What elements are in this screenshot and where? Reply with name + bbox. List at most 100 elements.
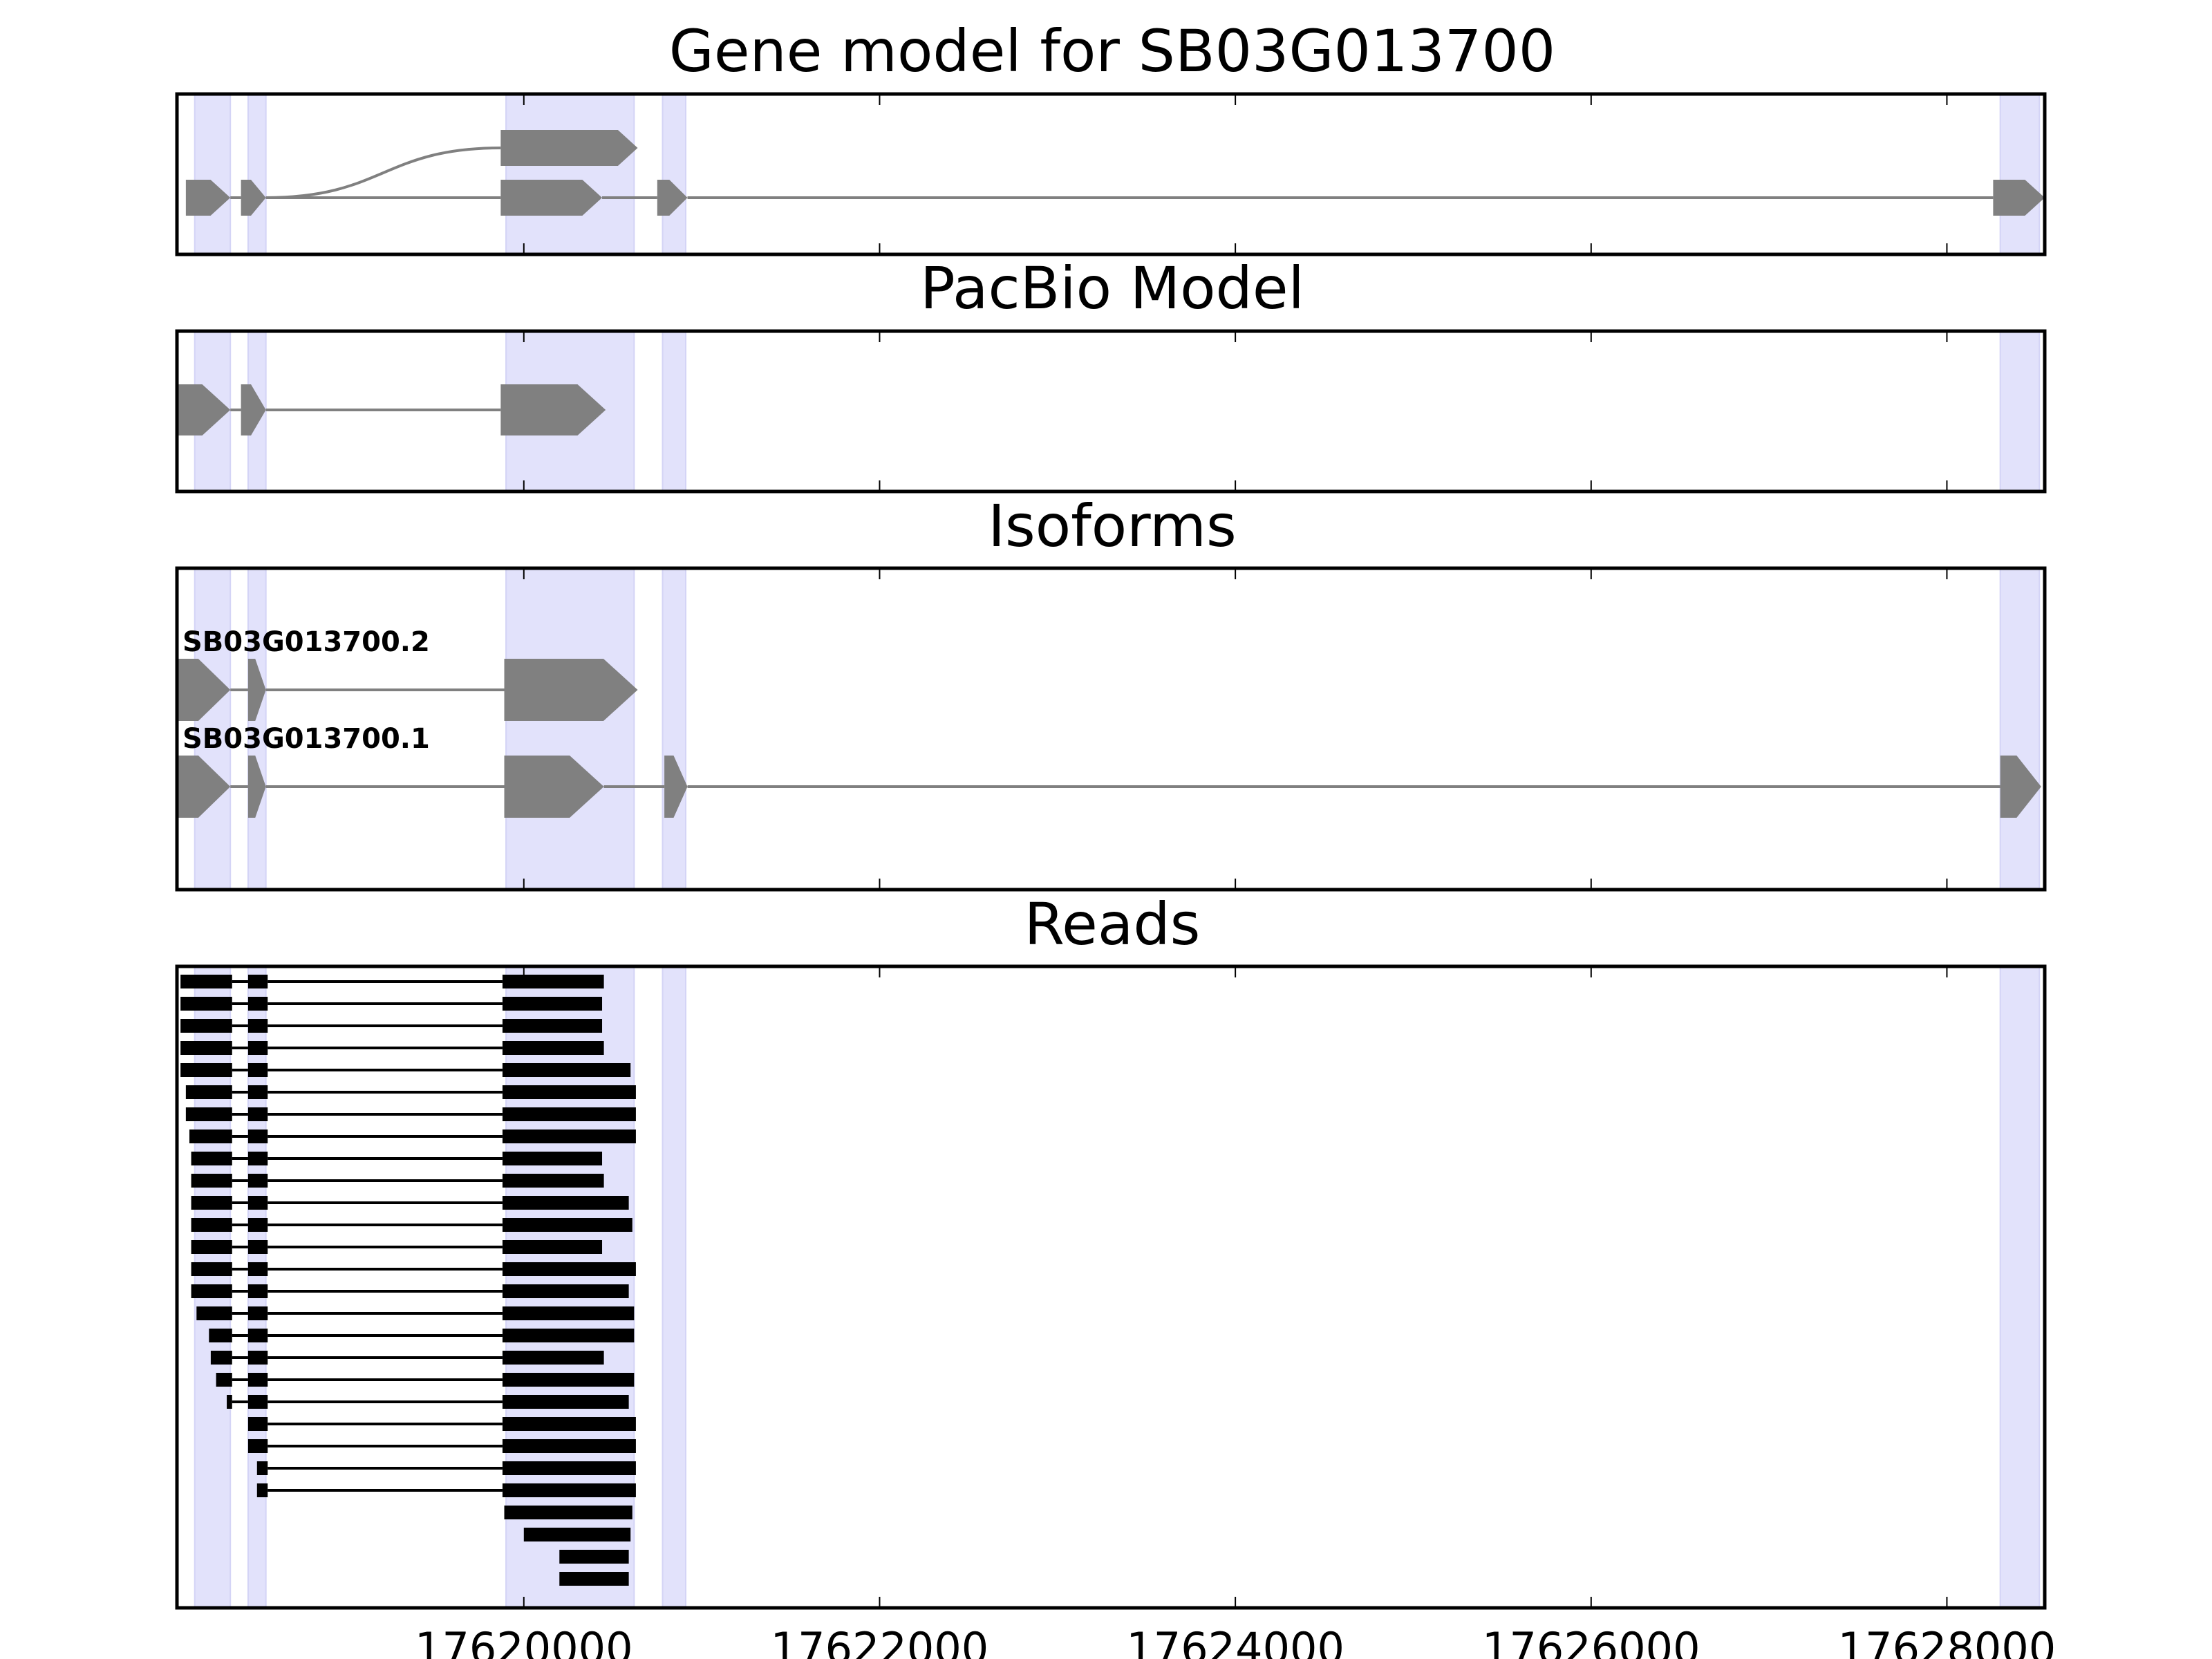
read-block-0-2: [502, 975, 604, 988]
read-block-20-1: [502, 1417, 636, 1431]
x-tick-label-2: 17624000: [1126, 1623, 1344, 1659]
read-block-2-1: [247, 1019, 268, 1033]
exon-2-1-3: [664, 756, 688, 818]
read-block-19-0: [227, 1395, 232, 1409]
read-block-8-2: [502, 1152, 603, 1165]
read-block-23-1: [502, 1483, 636, 1497]
read-block-7-1: [247, 1130, 268, 1143]
read-block-5-2: [502, 1085, 636, 1099]
read-block-14-1: [247, 1284, 268, 1298]
exon-2-1-1: [247, 756, 266, 818]
x-tick-label-3: 17626000: [1482, 1623, 1700, 1659]
read-block-4-0: [180, 1063, 232, 1077]
read-block-13-1: [247, 1262, 268, 1276]
panel-frame-0: [175, 92, 2047, 256]
read-block-18-2: [502, 1373, 635, 1387]
panel-title-pacbio-model: PacBio Model: [920, 254, 1304, 322]
read-block-10-1: [247, 1196, 268, 1210]
plot-area: SB03G013700.2 SB03G013700.1 17620000 176220…: [175, 92, 2056, 1659]
exon-highlight-0-0: [194, 93, 232, 255]
exon-highlight-0-4: [1999, 93, 2041, 255]
splice-edge-1: [265, 147, 501, 199]
read-block-8-1: [247, 1152, 268, 1165]
read-block-14-0: [191, 1284, 232, 1298]
read-block-9-2: [502, 1174, 604, 1188]
read-block-21-1: [502, 1439, 636, 1453]
exon-highlight-2-2: [505, 568, 635, 890]
read-block-16-0: [209, 1329, 232, 1342]
read-block-13-2: [502, 1262, 636, 1276]
read-block-10-0: [191, 1196, 232, 1210]
exon-2-1-0: [177, 756, 231, 818]
read-block-2-2: [502, 1019, 603, 1033]
read-block-5-0: [185, 1085, 232, 1099]
panel-frame-1: [175, 329, 2047, 494]
panel-frame-2: [175, 566, 2047, 892]
read-block-4-1: [247, 1063, 268, 1077]
exon-highlight-3-3: [662, 966, 686, 1609]
exon-highlight-1-3: [662, 330, 686, 492]
exon-highlight-2-4: [1999, 568, 2041, 890]
read-block-0-1: [247, 975, 268, 988]
read-block-11-2: [502, 1218, 632, 1232]
read-block-11-1: [247, 1218, 268, 1232]
splice-node-4: [657, 180, 688, 216]
read-block-3-0: [180, 1041, 232, 1055]
exon-2-0-1: [247, 659, 266, 721]
read-block-17-0: [210, 1351, 232, 1365]
read-block-16-1: [247, 1329, 268, 1342]
read-block-9-0: [191, 1174, 232, 1188]
exon-highlight-3-4: [1999, 966, 2041, 1609]
read-block-12-2: [502, 1240, 603, 1254]
splice-node-0: [185, 180, 231, 216]
exon-1-0-0: [177, 384, 231, 435]
read-block-21-0: [247, 1439, 268, 1453]
x-tick-label-4: 17628000: [1838, 1623, 2056, 1659]
splice-node-3: [500, 180, 603, 216]
read-block-19-2: [502, 1395, 629, 1409]
exon-2-0-2: [504, 659, 638, 721]
read-block-18-0: [216, 1373, 232, 1387]
read-block-4-2: [502, 1063, 631, 1077]
read-block-22-1: [502, 1461, 636, 1475]
exon-highlight-2-3: [662, 568, 686, 890]
read-block-20-0: [247, 1417, 268, 1431]
read-block-9-1: [247, 1174, 268, 1188]
splice-node-2: [500, 130, 638, 166]
read-block-8-0: [191, 1152, 232, 1165]
exon-highlight-1-4: [1999, 330, 2041, 492]
read-block-11-0: [191, 1218, 232, 1232]
panel-title-gene-model: Gene model for SB03G013700: [669, 17, 1555, 85]
read-block-7-0: [189, 1130, 232, 1143]
read-block-1-1: [247, 997, 268, 1011]
read-block-6-2: [502, 1107, 636, 1121]
read-block-1-2: [502, 997, 603, 1011]
read-block-14-2: [502, 1284, 629, 1298]
read-block-13-0: [191, 1262, 232, 1276]
read-block-24-0: [504, 1506, 632, 1519]
panel-frame-3: [175, 964, 2047, 1610]
read-block-6-0: [185, 1107, 232, 1121]
read-block-17-2: [502, 1351, 604, 1365]
isoform-label-1: SB03G013700.1: [182, 723, 430, 755]
exon-2-1-4: [2000, 756, 2041, 818]
exon-1-0-1: [241, 384, 266, 435]
read-block-15-1: [247, 1306, 268, 1320]
exon-highlight-0-3: [662, 93, 686, 255]
read-block-16-2: [502, 1329, 635, 1342]
read-block-15-2: [502, 1306, 635, 1320]
read-block-1-0: [180, 997, 232, 1011]
read-block-19-1: [247, 1395, 268, 1409]
read-block-3-2: [502, 1041, 604, 1055]
read-block-17-1: [247, 1351, 268, 1365]
isoform-label-0: SB03G013700.2: [182, 626, 430, 658]
splice-node-1: [241, 180, 266, 216]
panel-title-isoforms: Isoforms: [988, 492, 1237, 560]
read-block-23-0: [256, 1483, 268, 1497]
x-tick-label-0: 17620000: [415, 1623, 633, 1659]
exon-2-0-0: [177, 659, 231, 721]
read-block-10-2: [502, 1196, 629, 1210]
read-block-27-0: [559, 1572, 629, 1586]
read-block-26-0: [559, 1550, 629, 1564]
